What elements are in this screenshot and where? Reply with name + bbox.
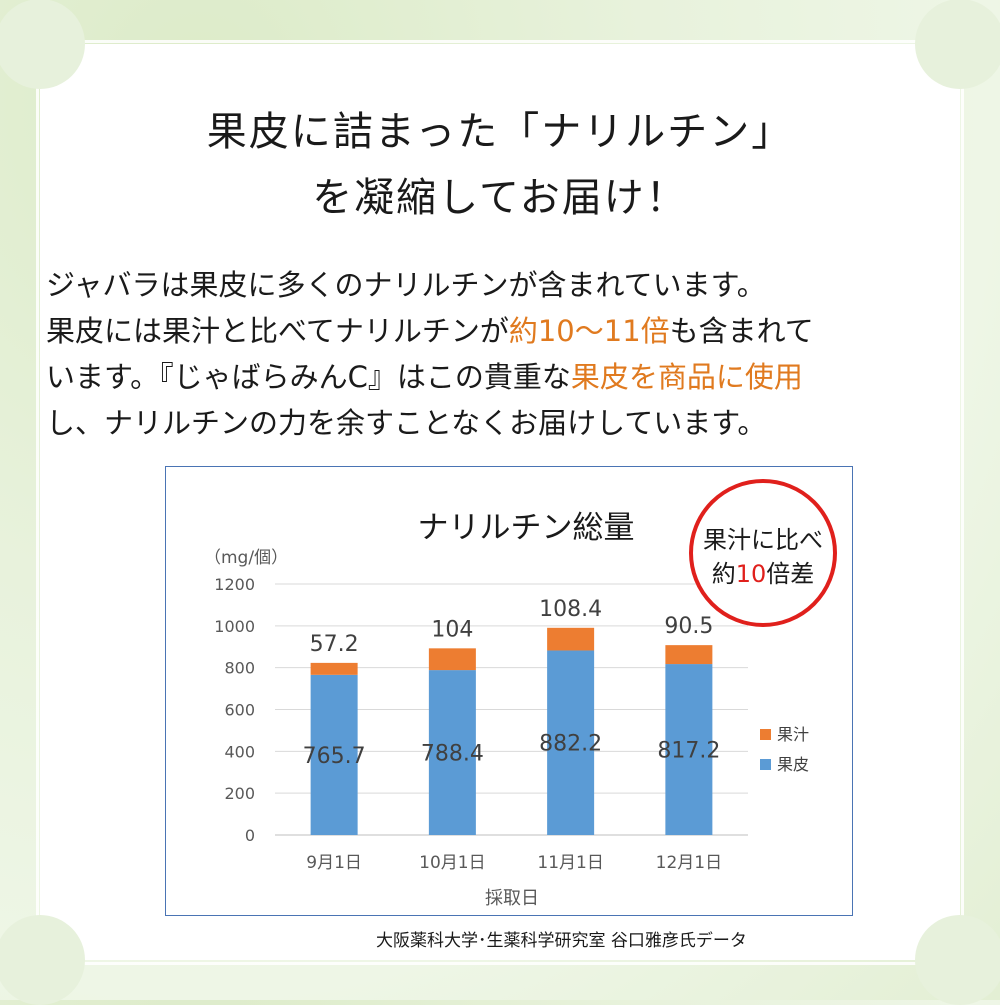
body-line-1: ジャバラは果皮に多くのナリルチンが含まれています。 [46,268,766,302]
headline-line-1: 果皮に詰まった「ナリルチン」 [206,109,794,155]
headline-line-2: を凝縮してお届け！ [312,175,688,221]
card-corner-top-right [915,0,1000,89]
body-line-4: し、ナリルチンの力を余すことなくお届けしています。 [46,406,767,440]
data-credit: 大阪薬科大学･生薬科学研究室 谷口雅彦氏データ [376,931,747,951]
frame-line-left [36,0,39,1000]
body-paragraph: ジャバラは果皮に多くのナリルチンが含まれています。 果皮には果汁と比べてナリルチ… [46,262,946,446]
frame-line-bottom [0,962,1000,965]
highlight-ratio: 約10〜11倍 [508,314,670,348]
body-line-3-a: います。『じゃばらみんC』はこの貴重な [46,360,571,394]
card-corner-bottom-left [0,915,85,1005]
chart-frame [165,466,853,916]
body-line-3: います。『じゃばらみんC』はこの貴重な果皮を商品に使用 [46,354,946,400]
frame-line-top [0,40,1000,43]
card-corner-top-left [0,0,85,89]
card-corner-bottom-right [915,915,1000,1005]
body-line-2-c: も含まれて [669,314,814,348]
frame-line-right [961,0,964,1000]
highlight-peel-use: 果皮を商品に使用 [570,360,803,394]
body-line-2: 果皮には果汁と比べてナリルチンが約10〜11倍も含まれて [46,308,946,354]
body-line-2-a: 果皮には果汁と比べてナリルチンが [46,314,509,348]
